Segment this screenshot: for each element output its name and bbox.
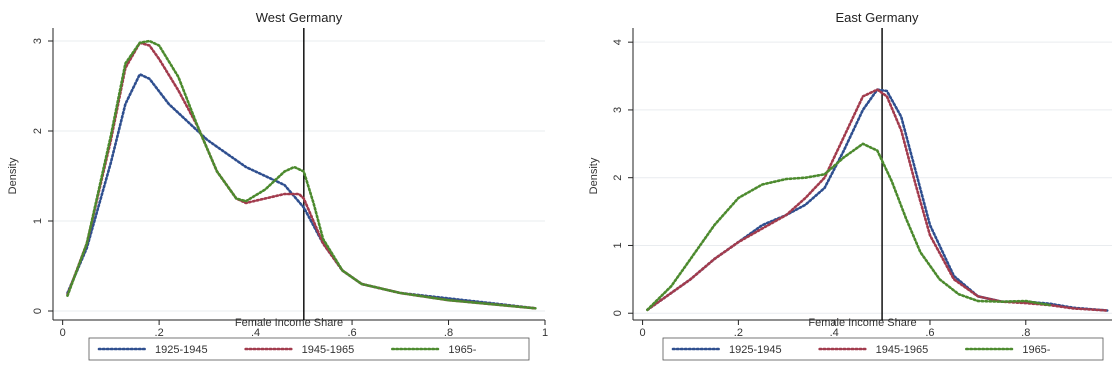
legend: 1925-1945 1945-1965 1965- [88, 337, 530, 361]
y-tick-label: 2 [612, 175, 624, 181]
series-line-1925-1945 [646, 88, 1109, 312]
chart-panel-2: 0 1 2 3 4 0 .2 .4 .6 .8 East Germany Female Income … [588, 10, 1112, 361]
x-tick-label: .4 [830, 327, 839, 339]
x-tick-label: 0 [60, 327, 66, 339]
x-tick-label: .2 [734, 327, 743, 339]
y-tick-label: 0 [612, 310, 624, 316]
x-tick-label: .8 [1021, 327, 1030, 339]
series-line-1965- [646, 142, 1051, 312]
legend-label: 1965- [1022, 344, 1050, 356]
series-line-1945-1965 [646, 88, 1109, 312]
x-tick-label: 0 [640, 327, 646, 339]
legend-label: 1945-1965 [302, 344, 355, 356]
chart-panel-1: 0 1 2 3 0 .2 .4 .6 .8 1 West Germany Female Income … [7, 10, 548, 361]
y-tick-label: 2 [32, 128, 44, 134]
x-tick-label: .4 [251, 327, 260, 339]
y-tick-label: 0 [32, 308, 44, 314]
series-line-1925-1945 [66, 73, 537, 310]
y-axis-label: Density [588, 157, 600, 194]
legend-box [88, 337, 530, 361]
y-tick-label: 1 [32, 218, 44, 224]
series-line-1965- [66, 39, 537, 310]
y-tick-label: 3 [612, 107, 624, 113]
x-tick-label: .6 [925, 327, 934, 339]
x-tick-label: .8 [444, 327, 453, 339]
y-tick-label: 4 [612, 39, 624, 45]
x-tick-label: .6 [347, 327, 356, 339]
chart-title: West Germany [256, 10, 343, 25]
legend-label: 1945-1965 [876, 344, 929, 356]
legend-box [662, 337, 1104, 361]
y-axis-label: Density [7, 157, 19, 194]
y-tick-label: 1 [612, 242, 624, 248]
y-tick-label: 3 [32, 38, 44, 44]
x-axis-label: Female Income Share [808, 317, 916, 329]
series-line-1945-1965 [66, 41, 537, 310]
x-axis-label: Female Income Share [235, 317, 343, 329]
legend-label: 1925-1945 [729, 344, 782, 356]
legend-label: 1925-1945 [155, 344, 208, 356]
legend-label: 1965- [448, 344, 476, 356]
legend: 1925-1945 1945-1965 1965- [662, 337, 1104, 361]
x-tick-label: .2 [155, 327, 164, 339]
x-tick-label: 1 [542, 327, 548, 339]
chart-title: East Germany [835, 10, 919, 25]
